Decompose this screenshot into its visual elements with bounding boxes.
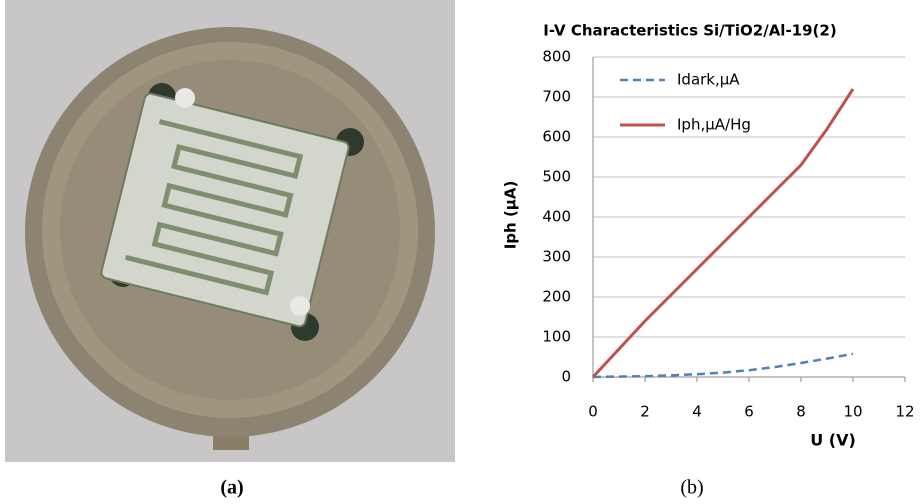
- y-tick-label: 400: [542, 208, 571, 226]
- y-tick-label: 300: [542, 248, 571, 266]
- x-tick-label: 2: [640, 403, 650, 421]
- legend-label: Idark,μA: [677, 71, 740, 89]
- y-tick-label: 800: [542, 48, 571, 66]
- x-tick-label: 10: [843, 403, 862, 421]
- x-tick-label: 6: [744, 403, 754, 421]
- chart-title: I-V Characteristics Si/TiO2/Al-19(2): [543, 22, 836, 40]
- photo: [5, 0, 455, 462]
- caption: (a): [220, 477, 243, 499]
- x-tick-label: 4: [692, 403, 702, 421]
- y-tick-label: 200: [542, 288, 571, 306]
- x-axis-label: U (V): [810, 431, 856, 450]
- y-tick-label: 0: [561, 368, 571, 386]
- y-tick-label: 700: [542, 88, 571, 106]
- legend-label: Iph,μA/Hg: [677, 116, 751, 134]
- figure-canvas: I-V Characteristics Si/TiO2/Al-19(2) Iph…: [0, 0, 923, 504]
- x-tick-label: 8: [796, 403, 806, 421]
- series-line: [593, 354, 853, 377]
- caption: (b): [680, 477, 703, 499]
- x-tick-label: 0: [588, 403, 598, 421]
- wire-bond: [290, 296, 310, 316]
- figure: I-V Characteristics Si/TiO2/Al-19(2) Iph…: [0, 0, 923, 504]
- y-tick-label: 500: [542, 168, 571, 186]
- y-axis-label: Iph (μA): [502, 181, 520, 250]
- x-tick-label: 12: [895, 403, 914, 421]
- y-tick-label: 100: [542, 328, 571, 346]
- wire-bond: [175, 88, 195, 108]
- y-tick-label: 600: [542, 128, 571, 146]
